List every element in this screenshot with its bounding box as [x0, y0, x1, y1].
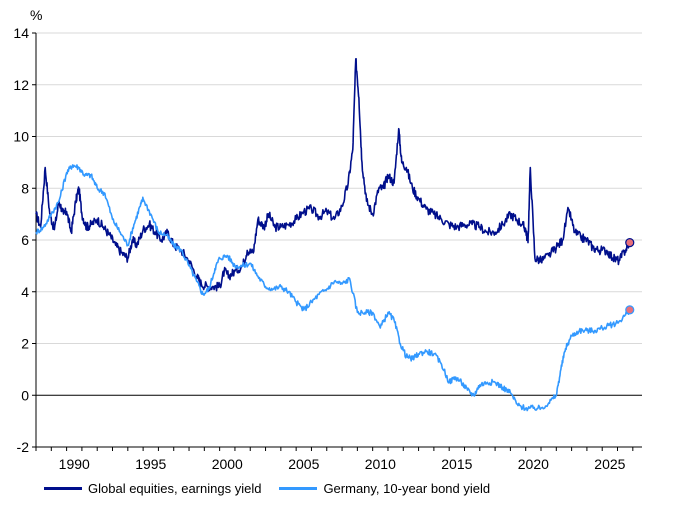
x-tick-label: 1995: [135, 456, 166, 472]
y-tick-label: 8: [21, 180, 29, 196]
x-tick-label: 2010: [365, 456, 396, 472]
series-endpoint-0: [625, 237, 635, 248]
legend-swatch-bund: [279, 487, 318, 490]
legend-item-equities: Global equities, earnings yield: [44, 481, 261, 496]
tick-labels: -2 0 2 4 6 8 10 12 14% 1990 1995 2000 2005 2010 2015 20…: [13, 7, 625, 472]
y-tick-label: 0: [21, 387, 29, 403]
legend: Global equities, earnings yield Germany,…: [44, 481, 508, 496]
x-tick-label: 2000: [212, 456, 243, 472]
gridlines: [36, 32, 642, 344]
legend-item-bund: Germany, 10-year bond yield: [279, 481, 490, 496]
y-tick-label: 4: [21, 284, 29, 300]
series-line-0: [35, 58, 631, 292]
x-tick-label: 2005: [288, 456, 319, 472]
legend-label-bund: Germany, 10-year bond yield: [323, 481, 491, 496]
axes: [32, 32, 642, 451]
x-tick-label: 2015: [441, 456, 472, 472]
x-tick-label: 2020: [518, 456, 549, 472]
series-line-1: [35, 164, 631, 412]
y-tick-label: 6: [21, 232, 29, 248]
legend-swatch-equities: [44, 487, 82, 490]
y-tick-label: -2: [17, 439, 30, 455]
x-tick-label: 2025: [594, 456, 625, 472]
series-lines: [35, 58, 635, 412]
line-chart: -2 0 2 4 6 8 10 12 14% 1990 1995 2000 2005 2010 2015 20…: [13, 7, 642, 472]
legend-label-equities: Global equities, earnings yield: [88, 481, 262, 496]
series-endpoint-1: [625, 305, 635, 315]
y-tick-label: 10: [13, 129, 29, 145]
x-tick-label: 1990: [59, 456, 90, 472]
y-tick-label: 2: [21, 336, 29, 352]
y-axis-label: %: [30, 7, 42, 23]
y-tick-label: 14: [13, 25, 29, 41]
y-tick-label: 12: [13, 77, 29, 93]
